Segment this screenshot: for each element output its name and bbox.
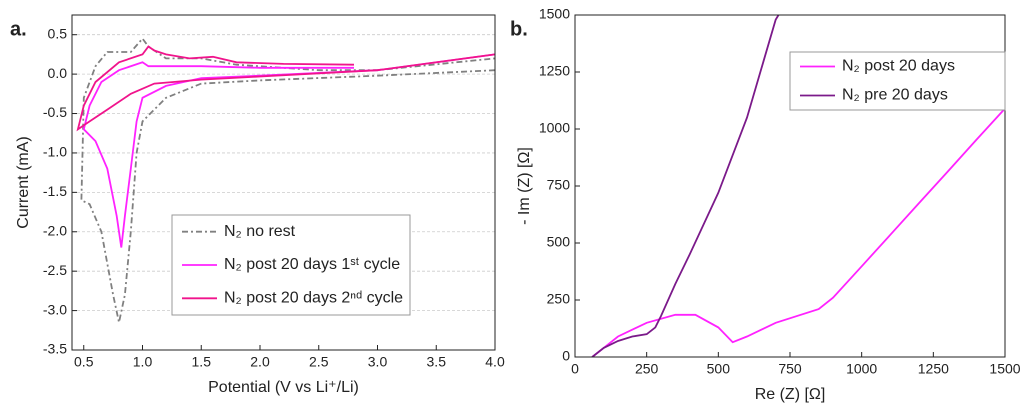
- x-tick-label: 1500: [989, 361, 1020, 377]
- y-tick-label: -3.5: [43, 341, 67, 357]
- x-tick-label: 500: [707, 361, 731, 377]
- series-line: [591, 15, 780, 357]
- y-tick-label: 1000: [539, 120, 570, 136]
- x-tick-label: 3.5: [427, 354, 447, 370]
- y-tick-label: 0.0: [48, 65, 68, 81]
- y-tick-label: 1500: [539, 6, 570, 22]
- legend-box: [789, 51, 1006, 111]
- y-tick-label: 1250: [539, 63, 570, 79]
- y-tick-label: -1.0: [43, 144, 67, 160]
- series-line: [591, 107, 1005, 357]
- y-tick-label: 0: [562, 348, 570, 364]
- y-tick-label: -2.5: [43, 262, 67, 278]
- x-tick-label: 2.0: [250, 354, 270, 370]
- series-line: [82, 53, 495, 248]
- legend-label: N₂ post 20 days: [842, 58, 955, 75]
- x-tick-label: 1.0: [133, 354, 153, 370]
- x-tick-label: 1000: [846, 361, 877, 377]
- plot-frame: [71, 14, 496, 351]
- plot-frame: [574, 14, 1006, 358]
- x-tick-label: 4.0: [485, 354, 505, 370]
- legend-label: N₂ post 20 days 2ⁿᵈ cycle: [224, 290, 403, 307]
- legend-label: N₂ no rest: [224, 223, 296, 240]
- x-axis-label: Potential (V vs Li⁺/Li): [208, 379, 359, 396]
- x-tick-label: 1250: [918, 361, 949, 377]
- y-tick-label: -0.5: [43, 104, 67, 120]
- y-axis-label: Current (mA): [15, 136, 32, 228]
- x-tick-label: 2.5: [309, 354, 329, 370]
- panel-label: a.: [10, 18, 27, 40]
- y-tick-label: 0.5: [48, 25, 68, 41]
- x-tick-label: 0.5: [74, 354, 94, 370]
- series-line: [76, 45, 495, 132]
- x-axis-label: Re (Z) [Ω]: [755, 386, 826, 403]
- x-tick-label: 750: [778, 361, 802, 377]
- legend-label: N₂ pre 20 days: [842, 87, 948, 104]
- y-tick-label: 500: [547, 234, 571, 250]
- y-tick-label: 750: [547, 177, 571, 193]
- y-tick-label: -1.5: [43, 183, 67, 199]
- y-tick-label: 250: [547, 291, 571, 307]
- x-tick-label: 0: [571, 361, 579, 377]
- panel-label: b.: [510, 18, 528, 40]
- x-tick-label: 3.0: [368, 354, 388, 370]
- legend-label: N₂ post 20 days 1ˢᵗ cycle: [224, 256, 400, 273]
- x-tick-label: 250: [635, 361, 659, 377]
- x-tick-label: 1.5: [192, 354, 212, 370]
- y-tick-label: -2.0: [43, 222, 67, 238]
- y-axis-label: - Im (Z) [Ω]: [516, 147, 533, 225]
- y-tick-label: -3.0: [43, 301, 67, 317]
